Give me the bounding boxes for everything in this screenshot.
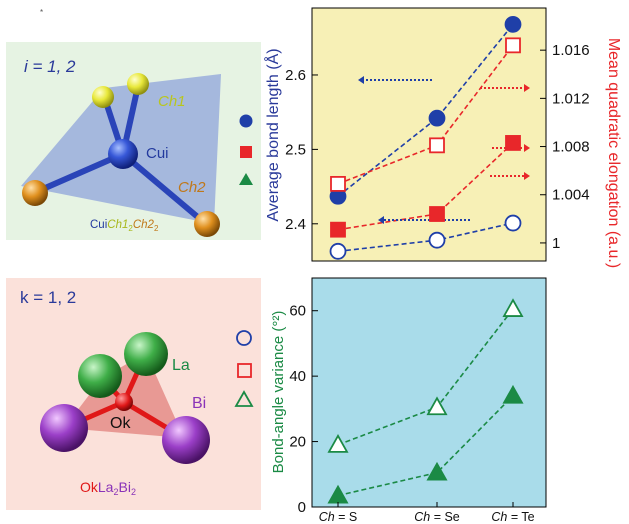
x-tick-label: Ch = Te bbox=[491, 510, 534, 524]
cu-bond bbox=[121, 151, 208, 227]
legend-filled-triangle-icon bbox=[239, 173, 253, 185]
data-point-2-0 bbox=[330, 221, 346, 238]
left-tick-label: 2.4 bbox=[285, 216, 306, 233]
axis-arrowhead bbox=[358, 76, 364, 84]
ch2-atom bbox=[22, 180, 48, 206]
variance-point-1-1 bbox=[426, 461, 448, 481]
bi-atom bbox=[162, 416, 210, 464]
right-tick-label: 1.016 bbox=[552, 42, 590, 59]
bottom-axis-label: Bond-angle variance (°²) bbox=[270, 311, 287, 474]
data-point-2-2 bbox=[505, 135, 521, 151]
formula-ch2: Ch2 bbox=[133, 219, 155, 231]
right-tick-label: 1 bbox=[552, 235, 560, 252]
right-tick-label: 1.012 bbox=[552, 90, 590, 107]
right-axis-label: Mean quadratic elongation (a.u.) bbox=[605, 38, 622, 268]
data-point-0-1 bbox=[428, 109, 446, 127]
o-index-label: k = 1, 2 bbox=[20, 288, 76, 307]
formula-sub2: 2 bbox=[154, 224, 159, 233]
formula-sub1: 2 bbox=[128, 224, 133, 233]
cu-label: Cui bbox=[146, 145, 169, 162]
cu-tetrahedron-panel: i = 1, 2 Ch1 Cui Ch2 CuiCh12Ch22 bbox=[6, 42, 261, 240]
la-label: La bbox=[172, 357, 190, 374]
bottom-tick-label: 0 bbox=[298, 499, 306, 516]
variance-line-1 bbox=[337, 395, 514, 497]
left-tick-label: 2.5 bbox=[285, 141, 306, 158]
legend-open-square-icon bbox=[237, 363, 252, 378]
formula-sub2: 2 bbox=[131, 487, 136, 497]
bottom-tick-label: 40 bbox=[289, 368, 306, 385]
left-axis-label: Average bond length (Å) bbox=[263, 48, 282, 221]
axis-arrowhead bbox=[524, 144, 530, 152]
cu-formula: CuiCh12Ch22 bbox=[90, 219, 159, 233]
axis-arrowhead bbox=[378, 216, 384, 224]
bi-label: Bi bbox=[192, 395, 206, 412]
data-point-0-2 bbox=[504, 15, 522, 33]
axis-arrowhead bbox=[524, 172, 530, 180]
formula-cu: Cui bbox=[90, 219, 107, 231]
bi-atom bbox=[40, 404, 88, 452]
legend-open-circle-icon bbox=[236, 330, 252, 346]
data-point-3-1 bbox=[429, 137, 445, 154]
ch2-atom bbox=[194, 211, 220, 237]
x-tick-label: Ch = S bbox=[319, 510, 358, 524]
right-tick-label: 1.008 bbox=[552, 139, 590, 156]
x-tick-label: Ch = Se bbox=[414, 510, 460, 524]
axis-arrowhead bbox=[524, 84, 530, 92]
bottom-tick-label: 20 bbox=[289, 434, 306, 451]
legend-filled-circle-icon bbox=[239, 114, 253, 128]
variance-point-0-2 bbox=[502, 298, 524, 317]
cu-atom bbox=[108, 139, 138, 169]
bond-length-chart: 2.4 2.5 2.6 1 1.004 1.008 1.012 1.016 Average … bbox=[263, 7, 622, 268]
ch1-atom bbox=[127, 73, 149, 95]
left-tick-label: 2.6 bbox=[285, 67, 306, 84]
data-point-3-2 bbox=[505, 37, 521, 54]
la-atom bbox=[124, 332, 168, 376]
ok-label: Ok bbox=[110, 415, 131, 432]
o-tetrahedron-figure: k = 1, 2 La Bi Ok OkLa2Bi2 bbox=[20, 288, 254, 497]
bottom-tick-label: 60 bbox=[289, 303, 306, 320]
formula-ch1: Ch1 bbox=[107, 219, 128, 231]
cu-index-label: i = 1, 2 bbox=[24, 57, 76, 76]
variance-point-1-2 bbox=[502, 384, 524, 404]
la-atom bbox=[78, 354, 122, 398]
data-point-3-0 bbox=[330, 175, 346, 192]
ch2-label: Ch2 bbox=[178, 179, 206, 196]
o-formula: OkLa2Bi2 bbox=[80, 479, 136, 497]
corner-mark: * bbox=[40, 8, 44, 17]
cu-tetrahedron-figure: i = 1, 2 Ch1 Cui Ch2 CuiCh12Ch22 bbox=[21, 57, 253, 237]
cu-bond bbox=[34, 151, 125, 195]
right-tick-label: 1.004 bbox=[552, 187, 590, 204]
formula-ok: Ok bbox=[80, 479, 99, 495]
formula-sub1: 2 bbox=[113, 487, 118, 497]
bond-angle-variance-chart: 0 20 40 60 Ch = S Ch = Se Ch = Te Bond-angle … bbox=[270, 277, 547, 524]
data-point-1-0 bbox=[329, 242, 347, 260]
formula-bi: Bi bbox=[118, 479, 130, 495]
legend-filled-square-icon bbox=[240, 146, 252, 158]
formula-la: La bbox=[98, 479, 114, 495]
variance-point-0-0 bbox=[327, 434, 349, 453]
variance-point-0-1 bbox=[426, 396, 448, 416]
o-atom bbox=[115, 393, 133, 411]
data-point-1-1 bbox=[428, 231, 446, 249]
o-tetrahedron-panel: k = 1, 2 La Bi Ok OkLa2Bi2 bbox=[6, 278, 261, 510]
data-point-1-2 bbox=[504, 214, 522, 232]
legend-open-triangle-icon bbox=[234, 390, 254, 407]
ch1-atom bbox=[92, 86, 114, 108]
data-point-2-1 bbox=[429, 206, 445, 222]
ch1-label: Ch1 bbox=[158, 93, 186, 110]
